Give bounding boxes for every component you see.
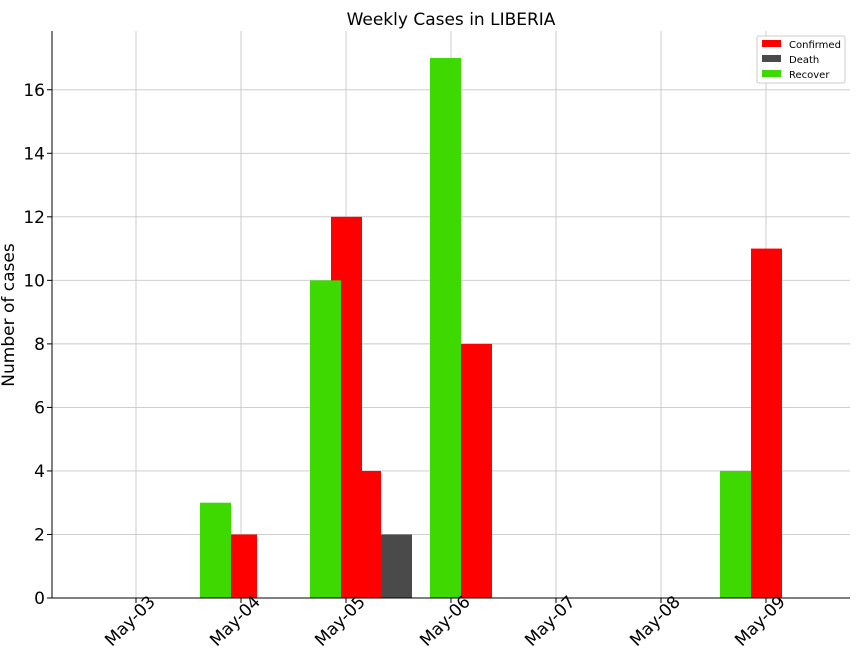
x-tick-label: May-08 xyxy=(626,592,684,648)
y-tick-label: 0 xyxy=(34,589,45,609)
legend-label-confirmed: Confirmed xyxy=(789,40,841,51)
x-tick-label: May-09 xyxy=(731,592,789,648)
x-ticks: May-03 May-04 May-05 May-06 May-07 May-08 May-… xyxy=(101,592,789,648)
y-ticks: 0 2 4 6 8 10 12 14 16 xyxy=(23,81,52,609)
y-tick-label: 16 xyxy=(23,81,45,101)
bar-death-may-06 xyxy=(381,534,412,598)
y-tick-label: 8 xyxy=(34,335,45,355)
bars-layer xyxy=(200,58,782,598)
bar-recover-may-04 xyxy=(200,502,231,598)
y-tick-label: 6 xyxy=(34,398,45,418)
legend-swatch-confirmed xyxy=(762,40,781,47)
x-tick-label: May-05 xyxy=(311,592,369,648)
bar-confirmed-may-06 xyxy=(350,470,381,598)
bar-confirmed-may-07 xyxy=(461,343,492,598)
bar-recover-may-05 xyxy=(310,280,341,598)
y-axis-label: Number of cases xyxy=(0,243,19,387)
x-tick-label: May-07 xyxy=(521,592,579,648)
bar-confirmed-may-04 xyxy=(226,534,257,598)
legend-swatch-recover xyxy=(762,70,781,77)
y-tick-label: 4 xyxy=(34,462,45,482)
bar-recover-may-09 xyxy=(720,470,751,598)
legend-label-recover: Recover xyxy=(789,70,830,81)
x-tick-label: May-06 xyxy=(416,592,474,648)
y-tick-label: 14 xyxy=(23,144,45,164)
chart-title: Weekly Cases in LIBERIA xyxy=(347,10,556,30)
legend-label-death: Death xyxy=(789,55,819,66)
legend: Confirmed Death Recover xyxy=(756,35,846,84)
x-tick-label: May-04 xyxy=(206,592,264,648)
y-tick-label: 2 xyxy=(34,525,45,545)
legend-swatch-death xyxy=(762,55,781,62)
y-tick-label: 12 xyxy=(23,208,45,228)
x-tick-label: May-03 xyxy=(101,592,159,648)
bar-recover-may-07 xyxy=(430,58,461,598)
bar-confirmed-may-09 xyxy=(751,248,782,598)
y-tick-label: 10 xyxy=(23,271,45,291)
